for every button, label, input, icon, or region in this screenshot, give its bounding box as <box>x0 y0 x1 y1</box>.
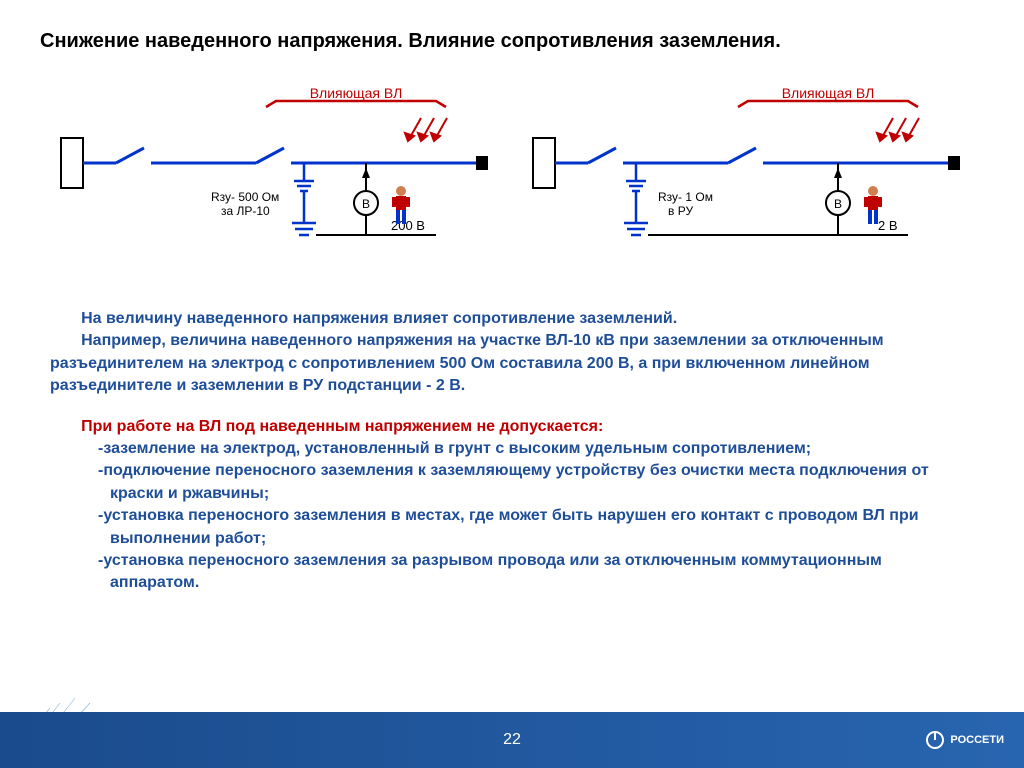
resistance-label-left: Rзу- 500 Ом <box>211 190 279 204</box>
substation-box-right <box>533 138 555 188</box>
footer-logo: РОССЕТИ <box>926 731 1004 749</box>
svg-text:В: В <box>362 197 370 211</box>
diagram-row: Влияющая ВЛ <box>40 83 984 283</box>
diagram-left: Влияющая ВЛ <box>56 83 496 283</box>
brand-name: РОССЕТИ <box>950 734 1004 746</box>
body-paragraph: На величину наведенного напряжения влияе… <box>50 308 974 398</box>
main-line-left <box>83 148 476 163</box>
voltage-label-right: 2 В <box>878 218 898 233</box>
resistance-label-left-2: за ЛР-10 <box>221 204 270 218</box>
prohib-header: При работе на ВЛ под наведенным напряжен… <box>50 418 603 435</box>
ground-symbol-right <box>624 163 648 235</box>
influence-arrows-left <box>405 118 447 141</box>
resistance-label-right: Rзу- 1 Ом <box>658 190 713 204</box>
bracket-right <box>738 101 918 107</box>
bracket-left <box>266 101 446 107</box>
prohib-item-3: -установка переносного заземления в мест… <box>50 505 974 550</box>
main-line-right <box>555 148 948 163</box>
resistance-label-right-2: в РУ <box>668 204 693 218</box>
prohibitions-block: При работе на ВЛ под наведенным напряжен… <box>50 416 974 595</box>
prohib-item-4: -установка переносного заземления за раз… <box>50 550 974 595</box>
ground-symbol-left <box>292 163 316 235</box>
influence-arrows-right <box>877 118 919 141</box>
influence-label-right: Влияющая ВЛ <box>782 85 875 101</box>
prohib-item-1: -заземление на электрод, установленный в… <box>50 438 974 460</box>
svg-text:В: В <box>834 197 842 211</box>
influence-label-left: Влияющая ВЛ <box>310 85 403 101</box>
page-number: 22 <box>503 731 521 749</box>
diagram-right: Влияющая ВЛ <box>528 83 968 283</box>
para1: На величину наведенного напряжения влияе… <box>50 310 677 327</box>
logo-icon <box>926 731 944 749</box>
prohib-item-2: -подключение переносного заземления к за… <box>50 460 974 505</box>
line-end-left <box>476 156 488 170</box>
footer-bar: 22 РОССЕТИ <box>0 712 1024 768</box>
para2: Например, величина наведенного напряжени… <box>50 332 884 394</box>
substation-box-left <box>61 138 83 188</box>
line-end-right <box>948 156 960 170</box>
slide-title: Снижение наведенного напряжения. Влияние… <box>40 30 984 53</box>
